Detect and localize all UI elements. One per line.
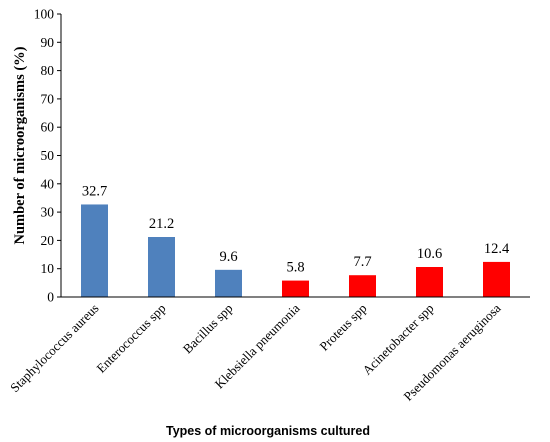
y-tick-label: 100 <box>34 7 55 22</box>
y-tick-label: 20 <box>41 233 55 248</box>
y-tick-label: 30 <box>41 205 55 220</box>
bar <box>349 275 376 297</box>
category-label: Staphylococcus aureus <box>7 301 102 396</box>
bar-data-label: 10.6 <box>417 246 442 262</box>
y-tick-label: 10 <box>41 261 55 276</box>
y-tick-label: 0 <box>47 290 54 305</box>
y-tick-label: 40 <box>41 176 55 191</box>
y-tick-label: 90 <box>41 35 55 50</box>
category-label: Acinetobacter spp <box>359 301 436 378</box>
category-label: Enterococcus spp <box>93 301 168 376</box>
bar-data-label: 7.7 <box>353 254 371 270</box>
y-tick-label: 50 <box>41 148 55 163</box>
data-labels: 32.7 21.2 9.6 5.8 7.7 10.6 12.4 <box>82 183 510 275</box>
bar <box>148 237 175 297</box>
bar-data-label: 9.6 <box>219 249 237 265</box>
bar-data-label: 5.8 <box>286 260 304 276</box>
bar <box>282 280 309 297</box>
bar <box>81 204 108 297</box>
category-label: Proteus spp <box>316 301 369 354</box>
bar <box>215 269 242 297</box>
y-tick-label: 70 <box>41 91 55 106</box>
bar <box>483 261 510 297</box>
bar <box>416 267 443 297</box>
category-label: Bacillus spp <box>180 301 236 357</box>
x-axis-label: Types of microorganisms cultured <box>166 424 370 438</box>
y-axis-label: Number of microorganisms (%) <box>12 46 28 244</box>
bar-data-label: 12.4 <box>484 241 510 257</box>
y-tick-label: 80 <box>41 63 55 78</box>
bars <box>81 204 510 297</box>
bar-data-label: 21.2 <box>149 216 174 232</box>
bar-data-label: 32.7 <box>82 183 107 199</box>
y-tick-label: 60 <box>41 120 55 135</box>
y-axis-ticks: 0 10 20 30 40 50 60 70 80 90 100 <box>34 7 61 305</box>
